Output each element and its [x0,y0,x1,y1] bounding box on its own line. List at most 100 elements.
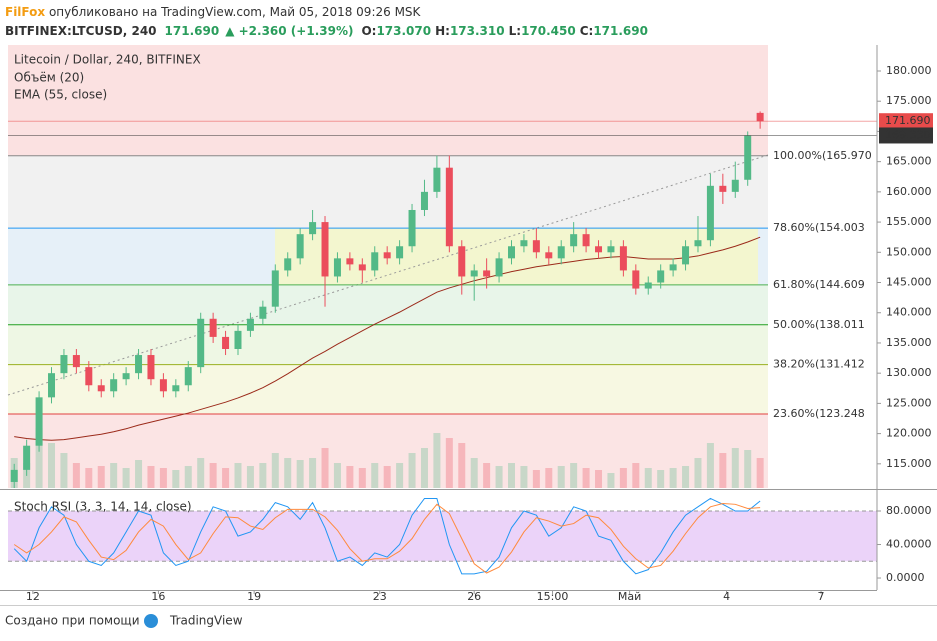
price-tag [879,127,933,144]
volume-bar [259,463,267,488]
volume-bar [595,470,603,488]
candle-body [48,373,56,398]
ohlc-key: C: [580,24,594,38]
candle-body [259,306,267,319]
volume-bar [296,460,304,488]
y-tick-label: 180.000 [886,64,932,77]
volume-bar [420,448,428,488]
ohlc-value: 173.070 [376,24,431,38]
volume-bar [60,453,68,488]
ohlc-value: 171.690 [593,24,648,38]
volume-bar [507,463,515,488]
candle-body [582,234,590,247]
candle-body [706,185,714,241]
legend-ema: EMA (55, close) [14,88,107,102]
candle-body [607,246,615,253]
x-tick-label: 4 [723,590,730,603]
price-label: 171.690 [885,114,931,127]
y-tick-label: 125.000 [886,396,932,409]
symbol-line: BITFINEX:LTCUSD, 240 171.690 ▲ +2.360 (+1.… [5,24,648,38]
candle-body [470,270,478,277]
candle-body [72,355,80,368]
y-tick-label: 130.000 [886,366,932,379]
candle-body [744,135,752,180]
candle-body [346,258,354,265]
fib-label: 78.60%(154.003 [773,221,865,234]
fib-band [8,45,768,156]
x-tick-label: 23 [373,590,387,603]
candle-body [520,240,528,247]
volume-bar [570,463,578,488]
candle-body [110,379,118,392]
x-tick-label: 26 [467,590,481,603]
candle-body [184,367,192,386]
legend-stoch: Stoch RSI (3, 3, 14, 14, close) [14,500,192,514]
footer-brand[interactable]: TradingView [169,614,243,628]
y-tick-label: 115.000 [886,457,932,470]
volume-bar [222,468,230,488]
candle-body [532,240,540,253]
candle-body [570,234,578,247]
volume-bar [433,433,441,488]
candle-body [619,246,627,271]
candle-body [85,367,93,386]
footer-text: Создано при помощи [5,614,140,628]
candle-body [595,246,603,253]
candle-body [197,318,205,368]
volume-bar [197,458,205,488]
y-tick-label: 160.000 [886,185,932,198]
candle-body [383,252,391,259]
bands [8,45,768,488]
volume-bar [48,443,56,488]
volume-bar [396,463,404,488]
volume-bar [383,466,391,488]
candle-body [557,246,565,259]
volume-bar [669,468,677,488]
ema-line [14,236,761,441]
candle-body [271,270,279,307]
volume-bar [756,458,764,488]
volume-bar [122,468,130,488]
volume-bar [445,438,453,488]
candle-body [408,209,416,247]
ohlc-key: H: [435,24,450,38]
candle-body [97,385,105,392]
volume-bar [545,468,553,488]
header-line: FilFox опубликовано на TradingView.com, … [5,5,422,19]
fib-label: 100.00%(165.970 [773,149,872,162]
fib-band [8,155,768,229]
candle-body [731,179,739,192]
y-tick-label: 40.0000 [886,538,932,551]
candle-body [682,246,690,265]
volume-bar [532,470,540,488]
stoch-line [13,502,761,574]
candle-body [222,336,230,349]
volume-bar [520,466,528,488]
ohlc-key: L: [509,24,521,38]
candle-body [433,167,441,192]
fib-label: 38.20%(131.412 [773,358,865,371]
candle-body [632,270,640,289]
candle-body [495,258,503,277]
logo[interactable] [144,614,158,628]
volume-bar [72,463,80,488]
volume-bar [408,453,416,488]
volume-bar [209,463,217,488]
volume-bar [147,466,155,488]
published: опубликовано на TradingView.com, Май 05,… [45,5,421,19]
fib-band [8,324,768,365]
x-tick-label: 16 [151,590,165,603]
candle-body [321,222,329,277]
candle-body [333,258,341,277]
fib-label: 50.00%(138.011 [773,318,865,331]
x-tick-label: 15:00 [537,590,569,603]
y-tick-label: 0.0000 [886,571,925,584]
volume-bar [135,460,143,488]
y-tick-label: 145.000 [886,276,932,289]
candle-body [545,252,553,259]
user: FilFox [5,5,45,19]
candle-body [35,397,43,446]
volume-bar [284,458,292,488]
volume-bar [495,466,503,488]
